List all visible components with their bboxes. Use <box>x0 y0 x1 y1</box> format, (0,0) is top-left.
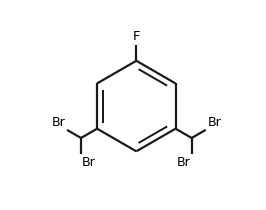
Text: Br: Br <box>207 116 221 129</box>
Text: Br: Br <box>82 156 95 169</box>
Text: Br: Br <box>52 116 65 129</box>
Text: F: F <box>132 30 140 43</box>
Text: Br: Br <box>177 156 191 169</box>
